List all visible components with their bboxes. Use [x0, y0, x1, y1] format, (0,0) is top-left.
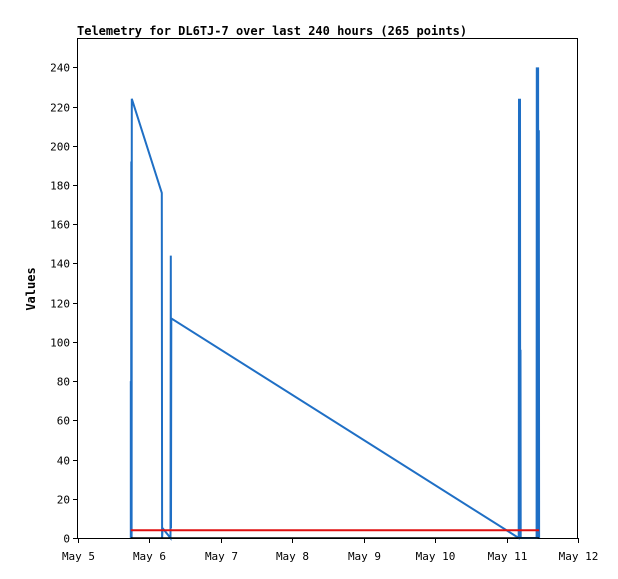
y-tick-label: 200: [50, 141, 70, 154]
y-tick-label: 120: [50, 298, 70, 311]
x-axis: May 5 May 6 May 7 May 8 May 9 May 10 May 11 May…: [62, 538, 598, 563]
x-tick-label: May 11: [488, 550, 528, 563]
y-axis-label: Values: [24, 267, 38, 310]
x-tick-label: May 5: [62, 550, 95, 563]
chart-title: Telemetry for DL6TJ-7 over last 240 hour…: [77, 24, 467, 38]
y-tick-label: 80: [57, 376, 70, 389]
x-tick-label: May 12: [559, 550, 599, 563]
y-tick-label: 240: [50, 62, 70, 75]
plot-area: [77, 38, 578, 539]
x-tick-label: May 7: [205, 550, 238, 563]
y-tick-label: 160: [50, 219, 70, 232]
series-layer: [129, 67, 541, 541]
y-tick-label: 220: [50, 102, 70, 115]
y-tick-label: 100: [50, 337, 70, 350]
y-tick-label: 40: [57, 455, 70, 468]
x-tick-label: May 6: [133, 550, 166, 563]
y-tick-label: 20: [57, 494, 70, 507]
y-tick-label: 60: [57, 415, 70, 428]
y-tick-label: 140: [50, 258, 70, 271]
x-tick-label: May 8: [276, 550, 309, 563]
x-tick-label: May 10: [416, 550, 456, 563]
y-tick-label: 180: [50, 180, 70, 193]
y-axis: 0 20 40 60 80 100 120 140 160 180 200 220 240: [50, 62, 78, 546]
x-tick-label: May 9: [348, 550, 381, 563]
y-tick-label: 0: [63, 533, 70, 546]
